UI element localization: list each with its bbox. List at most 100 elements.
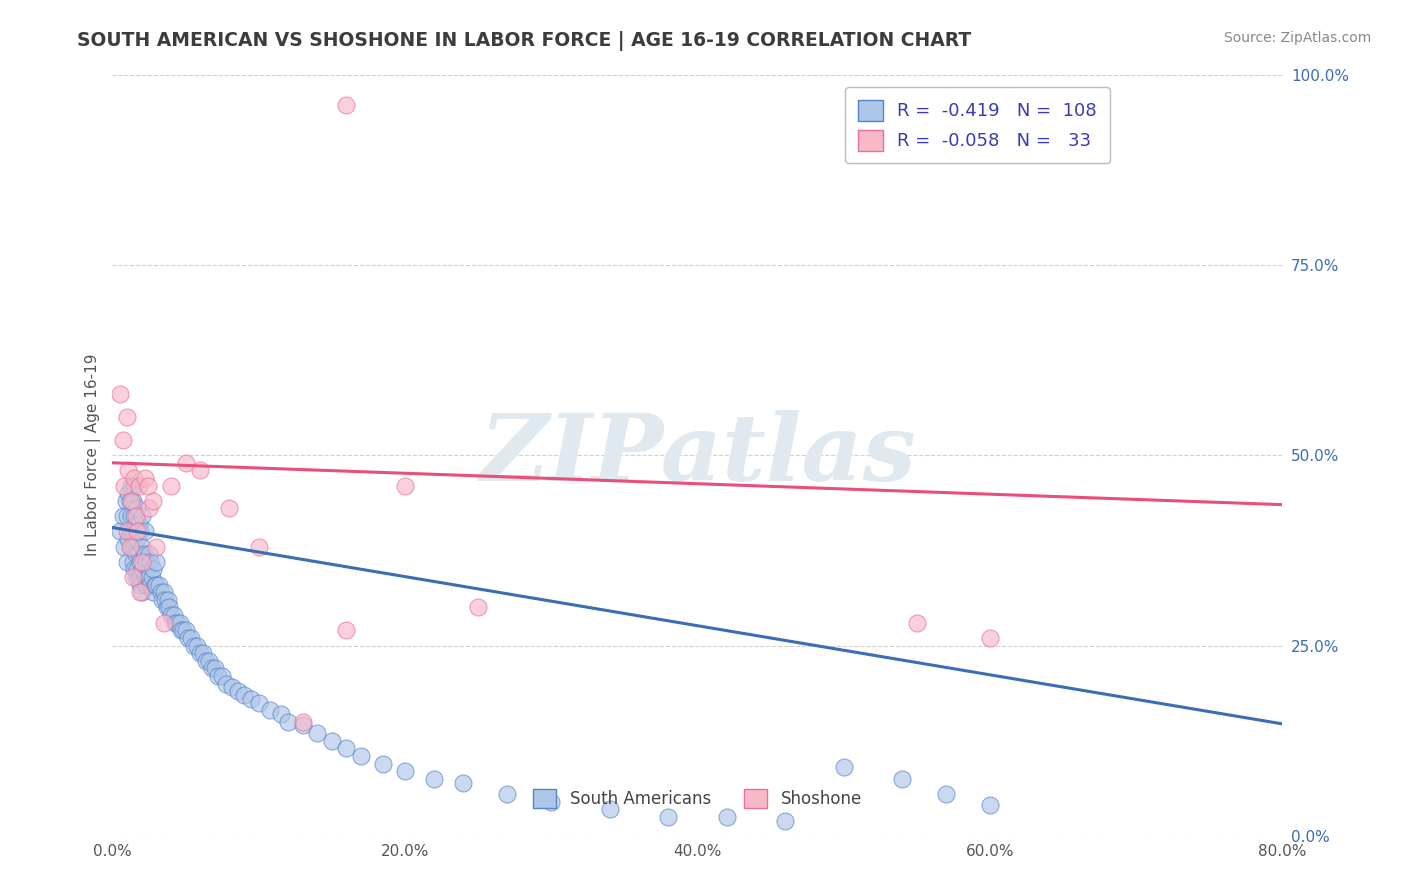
Point (120, 493, 142, 508)
Point (122, 570, 145, 584)
Point (467, 600, 489, 615)
Point (108, 387, 131, 401)
Point (129, 577, 152, 591)
Point (540, 795, 562, 809)
Point (599, 802, 621, 816)
Point (150, 592, 173, 607)
Point (134, 524, 156, 539)
Point (118, 493, 141, 508)
Point (259, 703, 281, 717)
Point (135, 555, 157, 569)
Point (233, 688, 256, 702)
Point (128, 516, 150, 531)
Point (186, 639, 208, 653)
Point (131, 562, 153, 576)
Point (247, 696, 270, 710)
Point (131, 540, 153, 554)
Text: Source: ZipAtlas.com: Source: ZipAtlas.com (1223, 31, 1371, 45)
Point (125, 570, 148, 584)
Point (139, 577, 162, 591)
Point (128, 478, 150, 492)
Point (122, 555, 145, 569)
Point (195, 654, 218, 668)
Point (111, 433, 134, 447)
Point (165, 615, 187, 630)
Point (117, 463, 139, 477)
Point (135, 577, 157, 591)
Point (226, 684, 249, 698)
Point (124, 478, 146, 492)
Point (172, 624, 194, 638)
Point (136, 570, 159, 584)
Point (134, 570, 156, 584)
Point (120, 478, 142, 492)
Point (160, 478, 183, 492)
Point (129, 585, 152, 599)
Point (125, 516, 148, 531)
Point (153, 592, 176, 607)
Point (128, 547, 150, 561)
Point (335, 98, 357, 112)
Point (122, 524, 145, 539)
Point (122, 493, 145, 508)
Point (335, 624, 357, 638)
Point (129, 524, 152, 539)
Point (240, 691, 263, 706)
Point (291, 714, 314, 729)
Point (159, 600, 181, 615)
Point (112, 478, 135, 492)
Point (163, 608, 186, 623)
Point (152, 615, 174, 630)
Point (773, 814, 796, 828)
Point (131, 585, 153, 599)
Point (188, 463, 211, 477)
Point (115, 555, 138, 569)
Point (270, 706, 292, 721)
Point (198, 654, 221, 668)
Point (131, 509, 153, 524)
Point (321, 733, 343, 747)
Point (291, 718, 314, 732)
Point (496, 787, 519, 801)
Point (125, 547, 148, 561)
Point (134, 547, 156, 561)
Point (127, 501, 149, 516)
Point (156, 592, 179, 607)
Point (152, 585, 174, 599)
Point (127, 562, 149, 576)
Point (716, 810, 738, 824)
Point (247, 540, 270, 554)
Point (145, 555, 167, 569)
Point (145, 577, 167, 591)
Point (127, 532, 149, 546)
Point (979, 798, 1001, 813)
Point (935, 787, 957, 801)
Point (125, 509, 148, 524)
Point (207, 669, 229, 683)
Point (201, 661, 224, 675)
Point (124, 509, 146, 524)
Text: SOUTH AMERICAN VS SHOSHONE IN LABOR FORCE | AGE 16-19 CORRELATION CHART: SOUTH AMERICAN VS SHOSHONE IN LABOR FORC… (77, 31, 972, 51)
Point (142, 493, 165, 508)
Point (979, 631, 1001, 645)
Point (112, 540, 135, 554)
Point (891, 772, 914, 786)
Point (124, 471, 146, 485)
Point (117, 532, 139, 546)
Point (394, 764, 416, 778)
Point (141, 570, 163, 584)
Point (115, 509, 138, 524)
Point (204, 661, 226, 675)
Point (124, 540, 146, 554)
Point (191, 646, 214, 660)
Point (138, 570, 160, 584)
Y-axis label: In Labor Force | Age 16-19: In Labor Force | Age 16-19 (86, 354, 101, 557)
Point (394, 478, 416, 492)
Point (118, 540, 141, 554)
Point (166, 615, 188, 630)
Point (127, 524, 149, 539)
Point (169, 615, 191, 630)
Point (218, 501, 240, 516)
Point (188, 646, 211, 660)
Point (183, 639, 205, 653)
